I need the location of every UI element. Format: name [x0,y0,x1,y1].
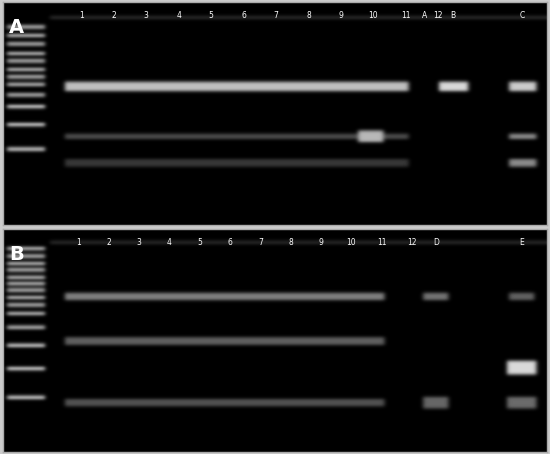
Text: 4: 4 [167,238,172,247]
Text: 3: 3 [144,11,149,20]
Text: 5: 5 [208,11,213,20]
Text: 6: 6 [241,11,246,20]
Text: B: B [9,245,24,264]
Text: 5: 5 [197,238,202,247]
Text: 10: 10 [368,11,378,20]
Text: B: B [450,11,455,20]
Text: 9: 9 [318,238,323,247]
Text: 12: 12 [408,238,417,247]
Text: 8: 8 [306,11,311,20]
Text: 7: 7 [258,238,263,247]
Text: 4: 4 [176,11,181,20]
Text: 3: 3 [136,238,141,247]
Text: 2: 2 [111,11,116,20]
Text: 7: 7 [273,11,278,20]
Text: 2: 2 [106,238,111,247]
Text: A: A [9,18,24,37]
Text: 8: 8 [288,238,293,247]
Text: 6: 6 [228,238,233,247]
Text: 10: 10 [346,238,356,247]
Text: A: A [422,11,427,20]
Text: C: C [520,11,525,20]
Text: 1: 1 [79,11,84,20]
Text: 1: 1 [76,238,80,247]
Text: 12: 12 [433,11,443,20]
Text: 9: 9 [339,11,343,20]
Text: D: D [433,238,439,247]
Text: 11: 11 [401,11,411,20]
Text: E: E [519,238,524,247]
Text: 11: 11 [377,238,387,247]
